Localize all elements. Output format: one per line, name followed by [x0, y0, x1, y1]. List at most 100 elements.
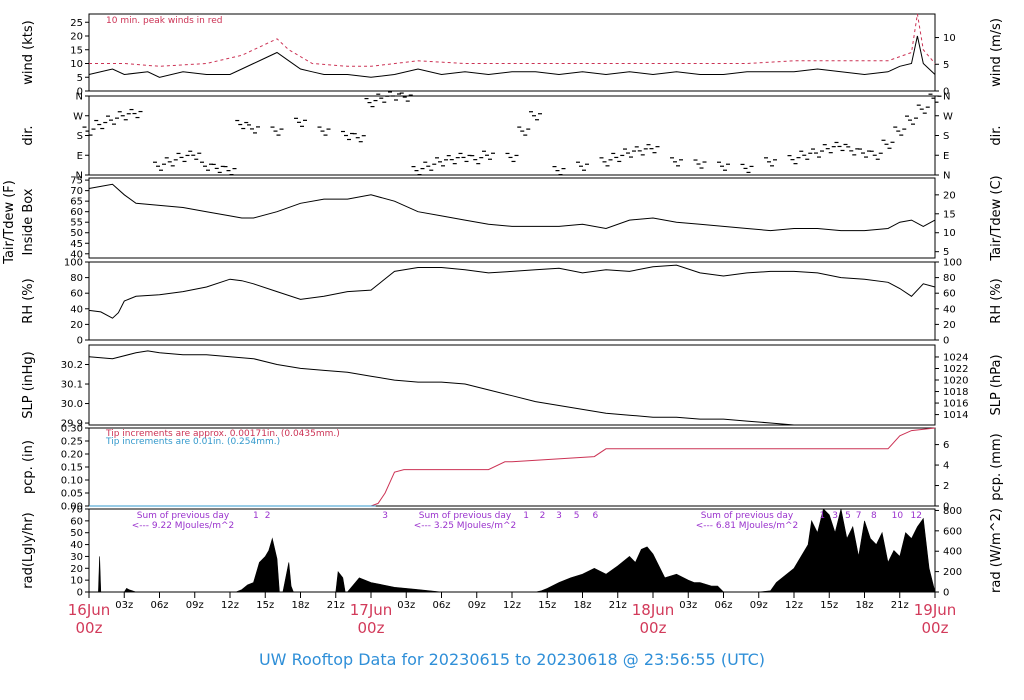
rad-hour-mark: 5: [845, 511, 851, 521]
dir-left-tick-label: N: [76, 171, 83, 182]
wind-panel-frame: [88, 13, 936, 92]
x-tick-label: 09z: [468, 600, 486, 611]
x-tick-label: 03z: [679, 600, 697, 611]
slp-right-tick-label: 1022: [943, 364, 968, 375]
wind-ylabel-right: wind (m/s): [989, 18, 1004, 87]
rad-hour-mark: 3: [556, 511, 562, 521]
rad-sum-label: Sum of previous day: [419, 511, 512, 521]
rad-sum-value: <--- 3.25 MJoules/m^2: [414, 521, 516, 531]
day-hour-label: 00z: [640, 619, 667, 637]
rad-hour-mark: 3: [382, 511, 388, 521]
day-label: 19Jun: [914, 601, 957, 619]
wind-right-tick-label: 0: [943, 87, 949, 98]
rad-hour-mark: 5: [574, 511, 580, 521]
x-tick-label: 21z: [609, 600, 627, 611]
pcp-left-tick-label: 0.30: [61, 424, 83, 435]
x-tick-label: 18z: [856, 600, 874, 611]
rh-right-tick-label: 0: [943, 336, 949, 347]
rad-hour-mark: 7: [856, 511, 862, 521]
pcp-left-tick-label: 0.00: [61, 502, 83, 513]
rh-left-tick-label: 40: [70, 304, 83, 315]
rh-right-tick-label: 20: [943, 320, 956, 331]
x-tick-label: 21z: [891, 600, 909, 611]
rad-left-tick-label: 20: [70, 564, 83, 575]
dir-left-tick-label: N: [76, 92, 83, 103]
x-tick-label: 15z: [538, 600, 556, 611]
rad-right-tick-label: 600: [943, 526, 962, 537]
pcp-left-tick-label: 0.10: [61, 476, 83, 487]
wind-left-tick-label: 25: [70, 18, 83, 29]
slp-series-line-5: [88, 350, 935, 426]
rh-panel-frame: [88, 261, 936, 341]
pcp-ylabel-right: pcp. (mm): [989, 433, 1004, 500]
pcp-series-line-6: [89, 427, 936, 507]
pcp-note-red: Tip increments are approx. 0.00171in. (0…: [105, 429, 340, 439]
rad-hour-mark: 1: [819, 511, 825, 521]
day-label: 16Jun: [68, 601, 111, 619]
pcp-left-tick-label: 0.15: [61, 463, 83, 474]
chart-title: UW Rooftop Data for 20230615 to 20230618…: [259, 650, 765, 669]
slp-right-tick-label: 1014: [943, 410, 968, 421]
x-tick-label: 18z: [292, 600, 310, 611]
rad-hour-mark: 6: [593, 511, 599, 521]
pcp-right-tick-label: 4: [943, 461, 949, 472]
dir-left-tick-label: E: [77, 151, 83, 162]
temp-panel-frame: [88, 177, 936, 259]
rad-hour-mark: 10: [892, 511, 904, 521]
dir-panel-frame: [88, 95, 936, 176]
dir-ylabel-right: dir.: [989, 125, 1004, 145]
wind-left-tick-label: 15: [70, 45, 83, 56]
day-label: 18Jun: [632, 601, 675, 619]
temp-left-tick-label: 55: [70, 218, 83, 229]
dir-right-tick-label: N: [943, 92, 950, 103]
rad-ylabel-right: rad (W/m^2): [989, 508, 1004, 593]
slp-right-tick-label: 1018: [943, 387, 968, 398]
temp-ylabel-inner: Inside Box: [21, 188, 36, 255]
slp-ylabel-left: SLP (inHg): [21, 351, 36, 419]
wind-left-tick-label: 20: [70, 32, 83, 43]
rad-right-tick-label: 0: [943, 588, 949, 599]
rh-series-line-4: [88, 264, 936, 319]
rad-left-tick-label: 40: [70, 540, 83, 551]
x-tick-label: 18z: [574, 600, 592, 611]
temp-left-tick-label: 65: [70, 197, 83, 208]
rad-hour-mark: 1: [523, 511, 529, 521]
x-tick-label: 12z: [221, 600, 239, 611]
rad-left-tick-label: 70: [70, 505, 83, 516]
dir-left-tick-label: S: [77, 131, 83, 142]
rad-radiation-area: [89, 508, 936, 593]
rad-ylabel-left: rad(Lgly/hr): [21, 512, 36, 588]
x-tick-label: 15z: [820, 600, 838, 611]
x-tick-label: 06z: [151, 600, 169, 611]
x-tick-label: 21z: [327, 600, 345, 611]
rad-left-tick-label: 0: [77, 588, 83, 599]
x-tick-label: 06z: [433, 600, 451, 611]
rad-sum-value: <--- 6.81 MJoules/m^2: [696, 521, 798, 531]
temp-left-tick-label: 45: [70, 239, 83, 250]
rad-hour-mark: 2: [540, 511, 546, 521]
wind-left-tick-label: 0: [77, 87, 83, 98]
x-tick-label: 03z: [397, 600, 415, 611]
pcp-right-tick-label: 6: [943, 440, 949, 451]
dir-right-tick-label: W: [943, 111, 953, 122]
slp-left-tick-label: 30.0: [61, 399, 83, 410]
rh-ylabel-left: RH (%): [21, 278, 36, 323]
dir-direction-series: [82, 91, 942, 176]
pcp-ylabel-left: pcp. (in): [21, 440, 36, 494]
x-tick-label: 12z: [503, 600, 521, 611]
rh-ylabel-right: RH (%): [989, 278, 1004, 323]
rh-left-tick-label: 60: [70, 289, 83, 300]
rh-right-tick-label: 40: [943, 304, 956, 315]
pcp-right-tick-label: 2: [943, 481, 949, 492]
wind-series-line-1: [89, 13, 936, 67]
rad-sum-value: <--- 9.22 MJoules/m^2: [132, 521, 234, 531]
pcp-left-tick-label: 0.20: [61, 450, 83, 461]
rh-left-tick-label: 20: [70, 320, 83, 331]
temp-left-tick-label: 50: [70, 228, 83, 239]
wind-right-tick-label: 5: [943, 60, 949, 71]
rh-left-tick-label: 0: [77, 336, 83, 347]
x-tick-label: 12z: [785, 600, 803, 611]
temp-right-tick-label: 10: [943, 228, 956, 239]
rad-hour-mark: 3: [832, 511, 838, 521]
wind-ylabel-left: wind (kts): [21, 20, 36, 84]
